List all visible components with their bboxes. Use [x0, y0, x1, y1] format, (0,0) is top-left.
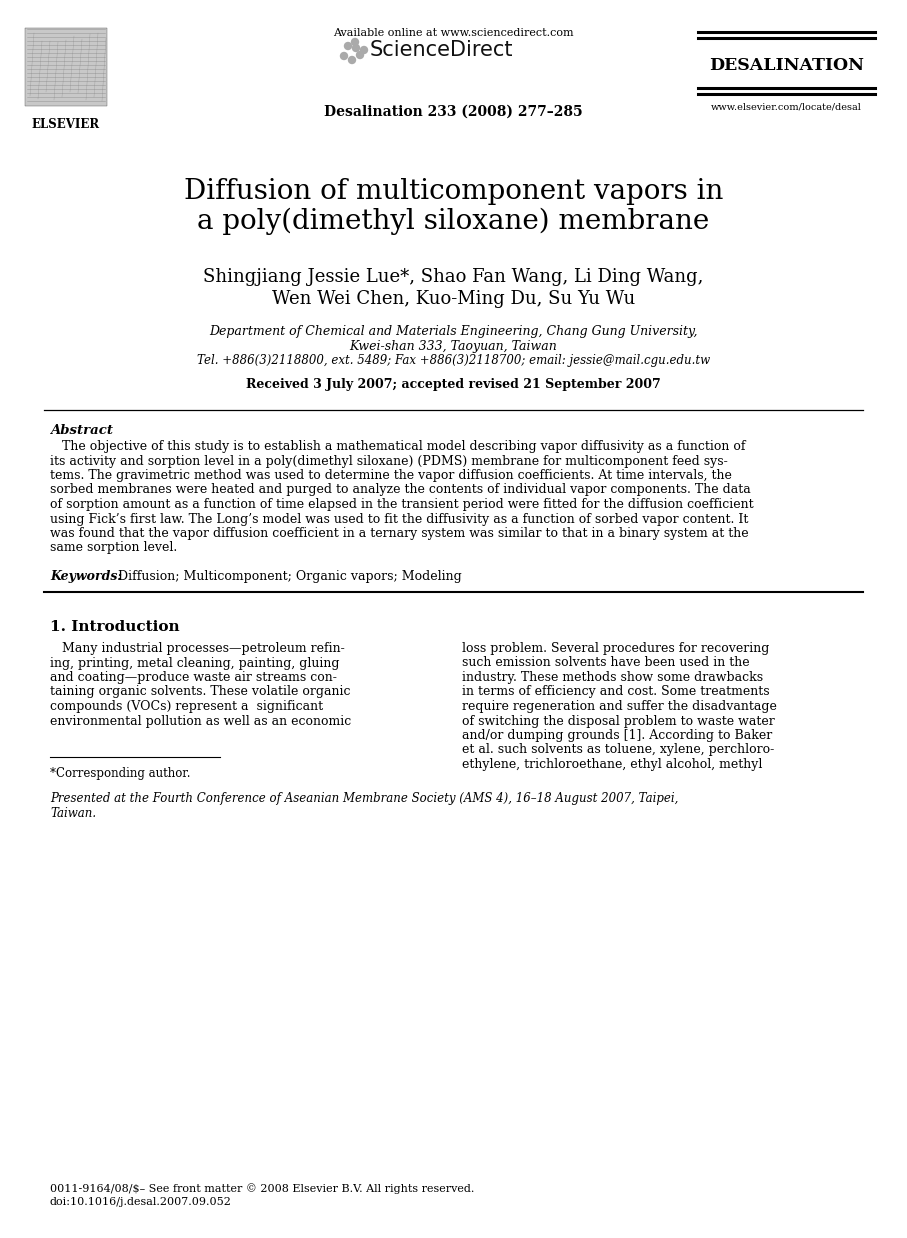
Text: ethylene, trichloroethane, ethyl alcohol, methyl: ethylene, trichloroethane, ethyl alcohol… — [462, 758, 763, 771]
Text: and/or dumping grounds [1]. According to Baker: and/or dumping grounds [1]. According to… — [462, 729, 772, 742]
Circle shape — [340, 52, 347, 59]
Text: Tel. +886(3)2118800, ext. 5489; Fax +886(3)2118700; email: jessie@mail.cgu.edu.t: Tel. +886(3)2118800, ext. 5489; Fax +886… — [197, 354, 710, 366]
Circle shape — [353, 45, 359, 52]
Text: loss problem. Several procedures for recovering: loss problem. Several procedures for rec… — [462, 643, 769, 655]
Text: DESALINATION: DESALINATION — [709, 57, 864, 73]
Text: Kwei-shan 333, Taoyuan, Taiwan: Kwei-shan 333, Taoyuan, Taiwan — [349, 340, 558, 353]
Text: Shingjiang Jessie Lue*, Shao Fan Wang, Li Ding Wang,: Shingjiang Jessie Lue*, Shao Fan Wang, L… — [203, 267, 704, 286]
Text: www.elsevier.com/locate/desal: www.elsevier.com/locate/desal — [711, 102, 862, 111]
Text: ing, printing, metal cleaning, painting, gluing: ing, printing, metal cleaning, painting,… — [50, 656, 339, 670]
Text: Diffusion of multicomponent vapors in: Diffusion of multicomponent vapors in — [184, 178, 723, 206]
Text: sorbed membranes were heated and purged to analyze the contents of individual va: sorbed membranes were heated and purged … — [50, 484, 751, 496]
Circle shape — [345, 42, 352, 50]
Text: taining organic solvents. These volatile organic: taining organic solvents. These volatile… — [50, 686, 350, 698]
Text: compounds (VOCs) represent a  significant: compounds (VOCs) represent a significant — [50, 699, 323, 713]
Text: environmental pollution as well as an economic: environmental pollution as well as an ec… — [50, 714, 351, 728]
Text: Department of Chemical and Materials Engineering, Chang Gung University,: Department of Chemical and Materials Eng… — [210, 326, 697, 338]
Text: was found that the vapor diffusion coefficient in a ternary system was similar t: was found that the vapor diffusion coeff… — [50, 527, 748, 540]
Text: et al. such solvents as toluene, xylene, perchloro-: et al. such solvents as toluene, xylene,… — [462, 744, 775, 756]
Text: Wen Wei Chen, Kuo-Ming Du, Su Yu Wu: Wen Wei Chen, Kuo-Ming Du, Su Yu Wu — [272, 290, 635, 308]
Text: a poly(dimethyl siloxane) membrane: a poly(dimethyl siloxane) membrane — [198, 208, 709, 235]
Text: and coating—produce waste air streams con-: and coating—produce waste air streams co… — [50, 671, 336, 685]
Text: using Fick’s first law. The Long’s model was used to fit the diffusivity as a fu: using Fick’s first law. The Long’s model… — [50, 513, 748, 525]
Text: in terms of efficiency and cost. Some treatments: in terms of efficiency and cost. Some tr… — [462, 686, 770, 698]
Text: its activity and sorption level in a poly(dimethyl siloxane) (PDMS) membrane for: its activity and sorption level in a pol… — [50, 454, 727, 468]
Circle shape — [360, 47, 367, 53]
Text: Desalination 233 (2008) 277–285: Desalination 233 (2008) 277–285 — [324, 105, 583, 119]
Text: The objective of this study is to establish a mathematical model describing vapo: The objective of this study is to establ… — [50, 439, 746, 453]
Text: 0011-9164/08/$– See front matter © 2008 Elsevier B.V. All rights reserved.: 0011-9164/08/$– See front matter © 2008 … — [50, 1184, 474, 1193]
Text: such emission solvents have been used in the: such emission solvents have been used in… — [462, 656, 749, 670]
Text: require regeneration and suffer the disadvantage: require regeneration and suffer the disa… — [462, 699, 777, 713]
Text: *Corresponding author.: *Corresponding author. — [50, 768, 190, 780]
Circle shape — [352, 38, 358, 46]
Text: Keywords:: Keywords: — [50, 569, 122, 583]
Text: ScienceDirect: ScienceDirect — [370, 40, 513, 59]
Text: of sorption amount as a function of time elapsed in the transient period were fi: of sorption amount as a function of time… — [50, 498, 754, 511]
Text: same sorption level.: same sorption level. — [50, 541, 177, 555]
Text: 1. Introduction: 1. Introduction — [50, 620, 180, 634]
Text: Abstract: Abstract — [50, 423, 113, 437]
Text: Taiwan.: Taiwan. — [50, 807, 96, 820]
Text: Presented at the Fourth Conference of Aseanian Membrane Society (AMS 4), 16–18 A: Presented at the Fourth Conference of As… — [50, 792, 678, 805]
Bar — [25, 28, 107, 106]
Circle shape — [356, 52, 364, 58]
Text: doi:10.1016/j.desal.2007.09.052: doi:10.1016/j.desal.2007.09.052 — [50, 1197, 232, 1207]
Text: Available online at www.sciencedirect.com: Available online at www.sciencedirect.co… — [333, 28, 574, 38]
Text: of switching the disposal problem to waste water: of switching the disposal problem to was… — [462, 714, 775, 728]
Text: Many industrial processes—petroleum refin-: Many industrial processes—petroleum refi… — [50, 643, 345, 655]
Text: ELSEVIER: ELSEVIER — [32, 118, 100, 131]
Text: Diffusion; Multicomponent; Organic vapors; Modeling: Diffusion; Multicomponent; Organic vapor… — [114, 569, 462, 583]
Text: industry. These methods show some drawbacks: industry. These methods show some drawba… — [462, 671, 763, 685]
Circle shape — [348, 57, 356, 63]
Text: Received 3 July 2007; accepted revised 21 September 2007: Received 3 July 2007; accepted revised 2… — [246, 378, 661, 391]
Text: tems. The gravimetric method was used to determine the vapor diffusion coefficie: tems. The gravimetric method was used to… — [50, 469, 732, 482]
